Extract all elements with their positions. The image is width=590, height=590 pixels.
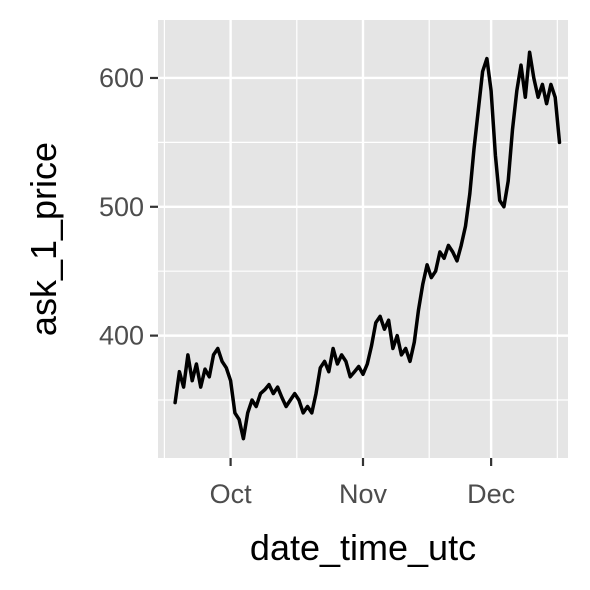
y-axis-title: ask_1_price	[23, 142, 64, 336]
x-axis-title: date_time_utc	[250, 527, 476, 568]
y-tick-label: 600	[99, 63, 144, 93]
y-tick-label: 500	[99, 192, 144, 222]
y-axis: 400 500 600	[99, 63, 158, 351]
x-tick-label: Nov	[339, 479, 388, 509]
x-axis: Oct Nov Dec	[210, 458, 516, 509]
x-tick-label: Oct	[210, 479, 253, 509]
x-tick-label: Dec	[467, 479, 515, 509]
y-tick-label: 400	[99, 321, 144, 351]
